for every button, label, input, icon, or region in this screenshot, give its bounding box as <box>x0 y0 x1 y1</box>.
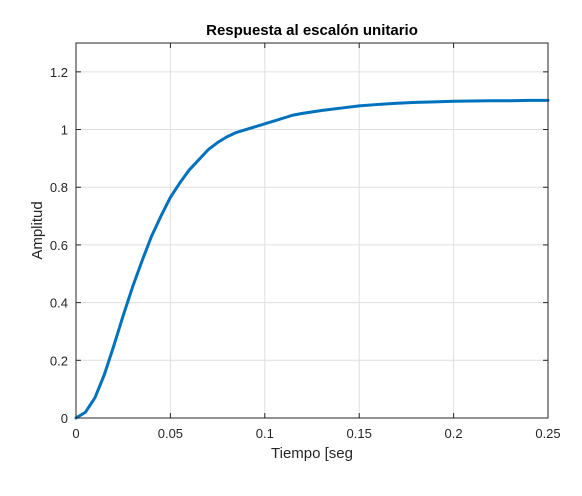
y-tick-labels: 0 0.2 0.4 0.6 0.8 1 1.2 <box>50 65 68 426</box>
y-tick-label: 0.6 <box>50 238 68 253</box>
series-line <box>74 98 550 420</box>
x-tick-label: 0.05 <box>158 426 183 441</box>
y-tick-label: 0.8 <box>50 180 68 195</box>
y-tick-label: 1.2 <box>50 65 68 80</box>
y-tick-label: 0.4 <box>50 296 68 311</box>
ticks <box>75 43 549 419</box>
y-tick-label: 0.2 <box>50 353 68 368</box>
axes-box <box>75 42 549 419</box>
x-tick-labels: 0 0.05 0.1 0.15 0.2 0.25 <box>72 426 560 441</box>
x-tick-label: 0.15 <box>347 426 372 441</box>
y-tick-label: 0 <box>61 411 68 426</box>
chart-title: Respuesta al escalón unitario <box>206 22 418 39</box>
y-tick-label: 1 <box>61 123 68 138</box>
x-tick-label: 0.2 <box>445 426 463 441</box>
y-axis-label: Amplitud <box>29 201 46 259</box>
x-tick-label: 0.1 <box>256 426 274 441</box>
plot-area <box>74 98 550 420</box>
x-axis-label: Tiempo [seg <box>271 445 353 462</box>
x-tick-label: 0.25 <box>535 426 560 441</box>
x-tick-label: 0 <box>72 426 79 441</box>
